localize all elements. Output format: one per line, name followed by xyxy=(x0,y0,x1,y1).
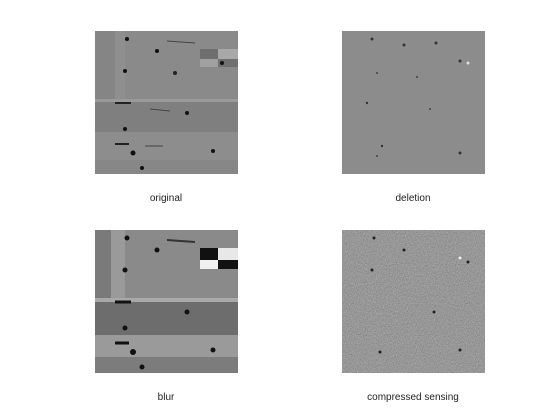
caption-original: original xyxy=(149,193,183,204)
caption-blur: blur xyxy=(157,392,175,403)
caption-deletion: deletion xyxy=(395,193,431,204)
original-image xyxy=(95,31,238,174)
compressed-sensing-image xyxy=(342,230,485,373)
caption-compressed-sensing: compressed sensing xyxy=(367,392,459,403)
deletion-image xyxy=(342,31,485,174)
blur-image xyxy=(95,230,238,373)
